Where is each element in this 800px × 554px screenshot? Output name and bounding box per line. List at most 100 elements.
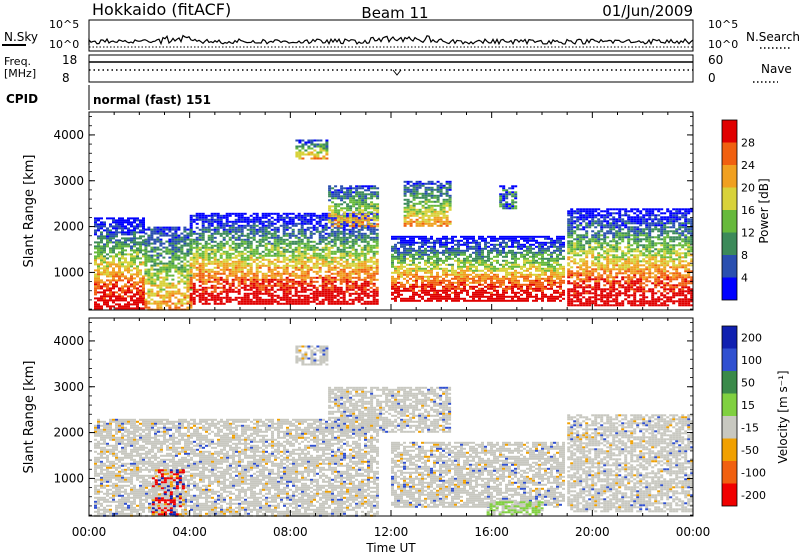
echo-cell	[211, 291, 214, 293]
cpid-value: normal (fast) 151	[93, 93, 211, 107]
echo-cell	[247, 297, 250, 299]
echo-cell	[283, 269, 286, 271]
echo-cell	[304, 245, 307, 247]
echo-cell	[103, 247, 106, 249]
echo-cell	[407, 191, 410, 193]
echo-cell	[153, 247, 156, 249]
echo-cell	[106, 289, 109, 291]
echo-cell	[310, 215, 313, 217]
echo-cell	[416, 181, 419, 183]
echo-cell	[298, 277, 301, 279]
echo-cell	[532, 296, 535, 298]
echo-cell	[310, 261, 313, 263]
echo-cell	[517, 272, 520, 274]
echo-cell	[174, 237, 177, 239]
echo-cell	[394, 286, 397, 288]
echo-cell	[301, 221, 304, 223]
echo-cell	[112, 275, 115, 277]
echo-cell	[144, 269, 147, 271]
echo-cell	[124, 225, 127, 227]
echo-cell	[397, 296, 400, 298]
echo-cell	[325, 259, 328, 261]
echo-cell	[400, 238, 403, 240]
echo-cell	[433, 268, 436, 270]
echo-cell	[165, 291, 168, 293]
nsky-tick-high: 10^5	[49, 18, 79, 31]
echo-cell	[301, 140, 304, 142]
echo-cell	[226, 253, 229, 255]
echo-cell	[343, 275, 346, 277]
echo-cell	[373, 275, 376, 277]
echo-cell	[97, 253, 100, 255]
echo-cell	[307, 289, 310, 291]
echo-cell	[451, 278, 454, 280]
echo-cell	[349, 195, 352, 197]
echo-cell	[487, 292, 490, 294]
echo-cell	[319, 275, 322, 277]
echo-cell	[523, 270, 526, 272]
echo-cell	[241, 271, 244, 273]
echo-cell	[562, 292, 565, 294]
echo-cell	[493, 278, 496, 280]
echo-cell	[418, 238, 421, 240]
echo-cell	[427, 284, 430, 286]
echo-cell	[433, 290, 436, 292]
echo-cell	[505, 300, 508, 302]
echo-cell	[343, 237, 346, 239]
echo-cell	[121, 225, 124, 227]
echo-cell	[481, 290, 484, 292]
echo-cell	[404, 181, 407, 183]
echo-cell	[202, 289, 205, 291]
echo-cell	[283, 261, 286, 263]
echo-cell	[304, 243, 307, 245]
echo-cell	[472, 260, 475, 262]
echo-cell	[118, 295, 121, 297]
echo-cell	[550, 272, 553, 274]
echo-cell	[229, 237, 232, 239]
echo-cell	[364, 281, 367, 283]
echo-cell	[262, 227, 265, 229]
echo-cell	[430, 250, 433, 252]
echo-cell	[358, 187, 361, 189]
echo-cell	[214, 295, 217, 297]
echo-cell	[493, 244, 496, 246]
echo-cell	[298, 150, 301, 152]
echo-cell	[325, 299, 328, 301]
echo-cell	[340, 251, 343, 253]
echo-cell	[364, 303, 367, 305]
echo-cell	[180, 275, 183, 277]
echo-cell	[337, 299, 340, 301]
echo-cell	[404, 191, 407, 193]
echo-cell	[298, 249, 301, 251]
echo-cell	[430, 300, 433, 302]
echo-cell	[232, 227, 235, 229]
echo-cell	[322, 247, 325, 249]
echo-cell	[304, 301, 307, 303]
echo-cell	[265, 243, 268, 245]
echo-cell	[442, 244, 445, 246]
echo-cell	[559, 254, 562, 256]
echo-cell	[478, 242, 481, 244]
echo-cell	[490, 278, 493, 280]
echo-cell	[367, 241, 370, 243]
echo-cell	[259, 231, 262, 233]
echo-cell	[277, 221, 280, 223]
echo-cell	[186, 285, 189, 287]
echo-cell	[289, 279, 292, 281]
echo-cell	[430, 264, 433, 266]
echo-cell	[478, 238, 481, 240]
echo-cell	[367, 293, 370, 295]
echo-cell	[340, 199, 343, 201]
echo-cell	[211, 269, 214, 271]
echo-cell	[298, 281, 301, 283]
echo-cell	[180, 303, 183, 305]
echo-cell	[256, 301, 259, 303]
echo-cell	[121, 245, 124, 247]
echo-cell	[262, 235, 265, 237]
echo-cell	[241, 287, 244, 289]
echo-cell	[177, 243, 180, 245]
echo-cell	[478, 284, 481, 286]
echo-cell	[298, 297, 301, 299]
echo-cell	[439, 242, 442, 244]
echo-cell	[517, 298, 520, 300]
